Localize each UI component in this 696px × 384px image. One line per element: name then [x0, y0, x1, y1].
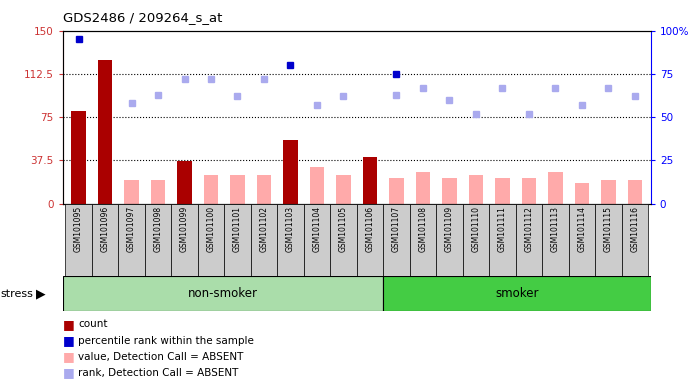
Bar — [171, 204, 198, 276]
Bar — [65, 204, 92, 276]
Text: GSM101099: GSM101099 — [180, 206, 189, 252]
Text: GSM101098: GSM101098 — [154, 206, 162, 252]
Bar — [177, 161, 192, 204]
Bar — [575, 183, 590, 204]
Bar — [310, 167, 324, 204]
Text: ■: ■ — [63, 366, 74, 379]
Text: GSM101107: GSM101107 — [392, 206, 401, 252]
Text: rank, Detection Call = ABSENT: rank, Detection Call = ABSENT — [78, 368, 238, 378]
Text: ■: ■ — [63, 334, 74, 347]
Text: non-smoker: non-smoker — [188, 287, 258, 300]
Bar — [383, 276, 651, 311]
Bar — [628, 180, 642, 204]
Bar — [363, 157, 377, 204]
Text: count: count — [78, 319, 107, 329]
Bar — [495, 178, 509, 204]
Bar — [204, 175, 219, 204]
Text: percentile rank within the sample: percentile rank within the sample — [78, 336, 254, 346]
Bar — [410, 204, 436, 276]
Bar — [230, 175, 245, 204]
Bar — [489, 204, 516, 276]
Bar — [436, 204, 463, 276]
Bar — [442, 178, 457, 204]
Text: GSM101111: GSM101111 — [498, 206, 507, 252]
Bar — [92, 204, 118, 276]
Bar — [303, 204, 330, 276]
Bar — [542, 204, 569, 276]
Text: GSM101096: GSM101096 — [100, 206, 109, 252]
Text: smoker: smoker — [496, 287, 539, 300]
Bar — [389, 178, 404, 204]
Bar — [463, 204, 489, 276]
Bar — [330, 204, 356, 276]
Bar — [277, 204, 303, 276]
Bar — [257, 175, 271, 204]
Bar — [251, 204, 277, 276]
Bar — [356, 204, 383, 276]
Text: value, Detection Call = ABSENT: value, Detection Call = ABSENT — [78, 352, 244, 362]
Text: ■: ■ — [63, 318, 74, 331]
Bar — [97, 60, 112, 204]
Text: stress: stress — [1, 289, 33, 299]
Bar — [71, 111, 86, 204]
Bar — [63, 276, 383, 311]
Bar — [468, 175, 483, 204]
Text: GSM101105: GSM101105 — [339, 206, 348, 252]
Bar — [383, 204, 410, 276]
Text: GSM101101: GSM101101 — [233, 206, 242, 252]
Text: GSM101102: GSM101102 — [260, 206, 269, 252]
Bar — [622, 204, 648, 276]
Text: GSM101112: GSM101112 — [524, 206, 533, 252]
Bar — [595, 204, 622, 276]
Bar — [124, 180, 139, 204]
Text: GSM101104: GSM101104 — [313, 206, 322, 252]
Bar — [548, 172, 562, 204]
Text: GSM101115: GSM101115 — [604, 206, 613, 252]
Text: GSM101100: GSM101100 — [207, 206, 216, 252]
Text: GSM101110: GSM101110 — [471, 206, 480, 252]
Bar — [601, 180, 616, 204]
Bar — [521, 178, 536, 204]
Text: GSM101113: GSM101113 — [551, 206, 560, 252]
Bar — [416, 172, 430, 204]
Text: ■: ■ — [63, 350, 74, 363]
Bar — [336, 175, 351, 204]
Bar — [118, 204, 145, 276]
Text: GSM101108: GSM101108 — [418, 206, 427, 252]
Text: GDS2486 / 209264_s_at: GDS2486 / 209264_s_at — [63, 12, 222, 25]
Text: ▶: ▶ — [36, 287, 46, 300]
Text: GSM101116: GSM101116 — [631, 206, 640, 252]
Text: GSM101114: GSM101114 — [578, 206, 587, 252]
Bar — [516, 204, 542, 276]
Bar — [283, 140, 298, 204]
Bar — [224, 204, 251, 276]
Text: GSM101097: GSM101097 — [127, 206, 136, 252]
Bar — [198, 204, 224, 276]
Text: GSM101109: GSM101109 — [445, 206, 454, 252]
Bar — [145, 204, 171, 276]
Bar — [569, 204, 595, 276]
Text: GSM101095: GSM101095 — [74, 206, 83, 252]
Text: GSM101103: GSM101103 — [286, 206, 295, 252]
Text: GSM101106: GSM101106 — [365, 206, 374, 252]
Bar — [151, 180, 165, 204]
